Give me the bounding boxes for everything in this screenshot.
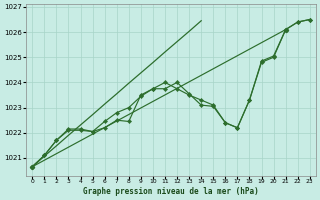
X-axis label: Graphe pression niveau de la mer (hPa): Graphe pression niveau de la mer (hPa) (83, 187, 259, 196)
